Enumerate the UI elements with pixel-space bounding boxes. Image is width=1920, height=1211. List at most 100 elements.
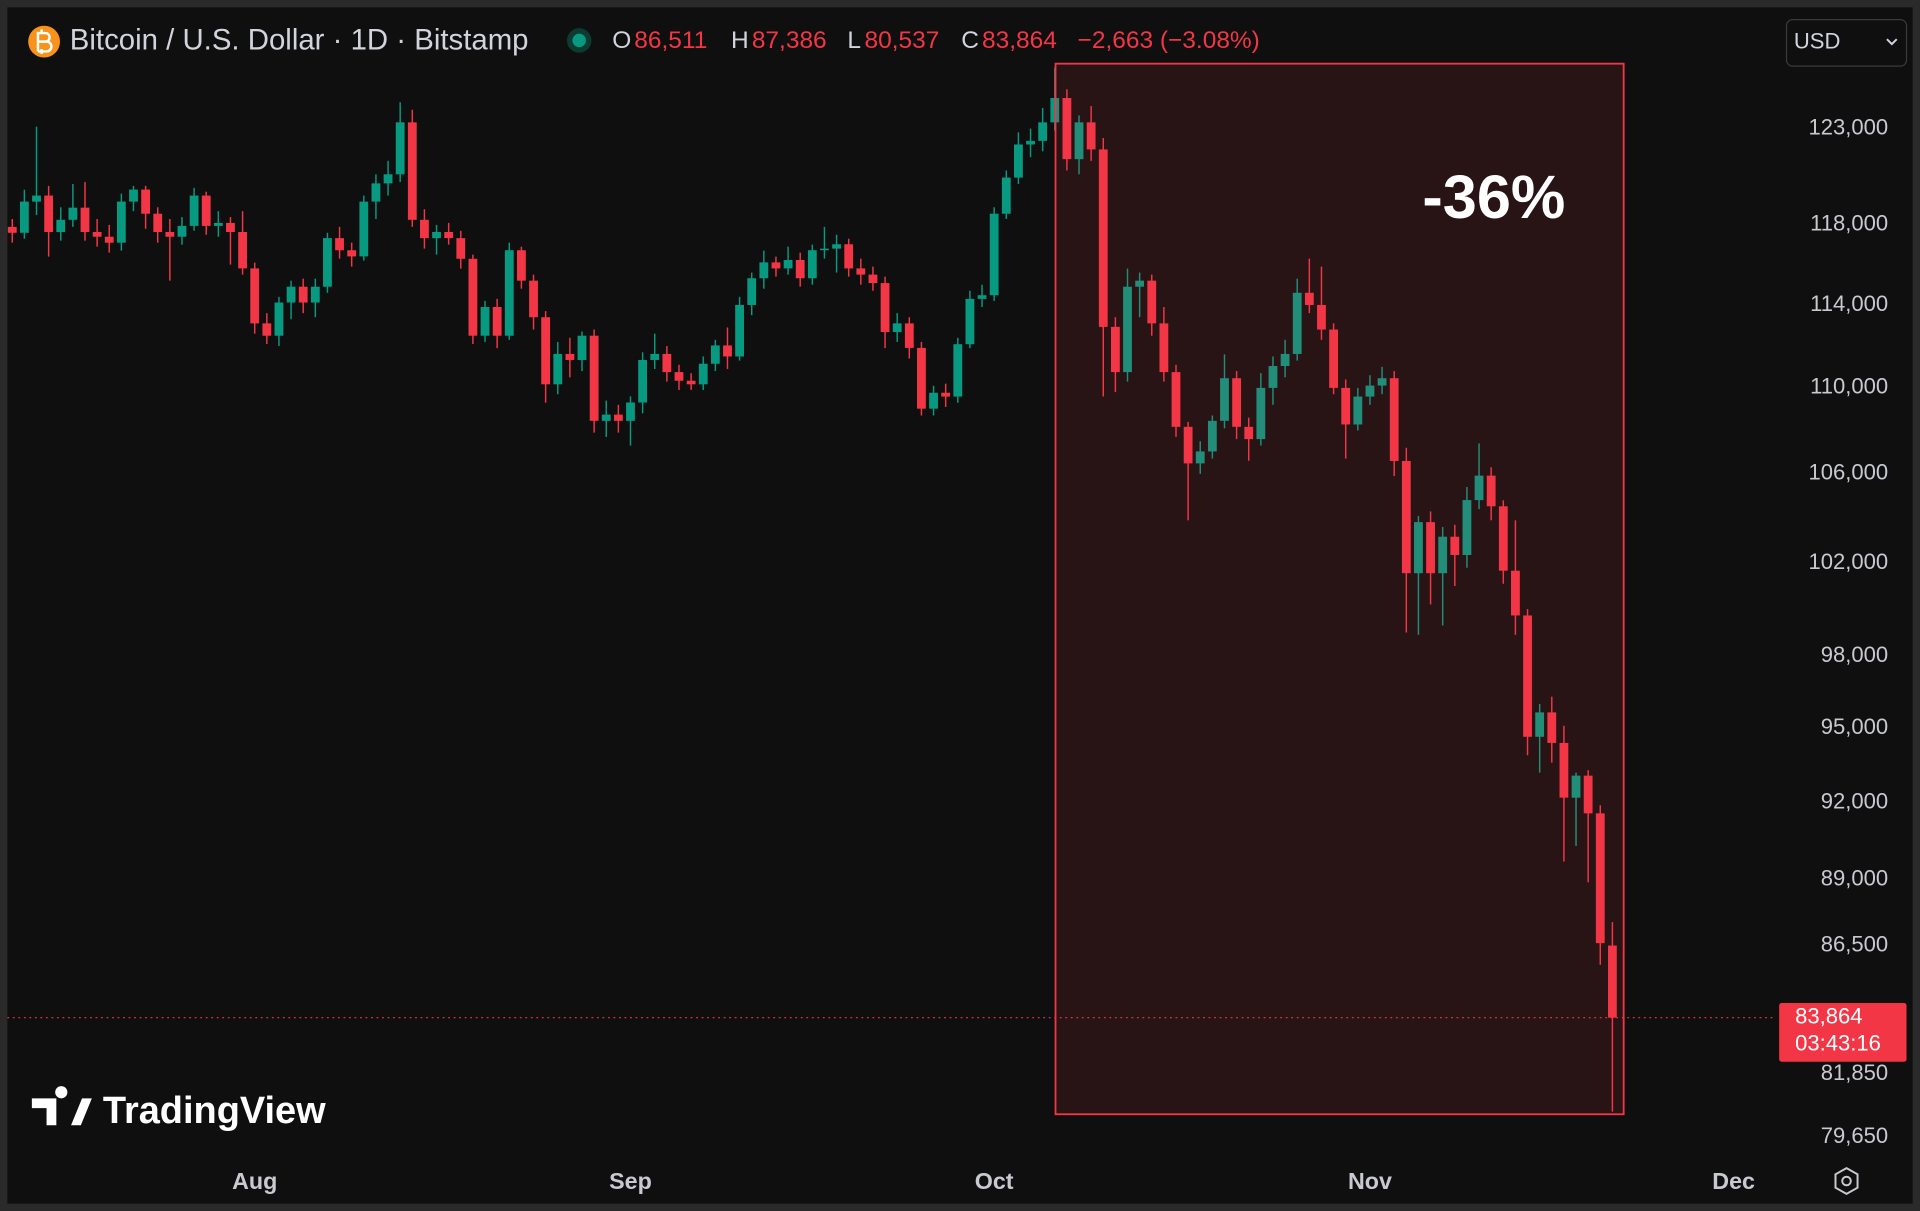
candle-body [1462, 500, 1472, 555]
ohlc-value: 86,511 [634, 27, 707, 54]
currency-chevron[interactable] [1886, 38, 1898, 46]
candle-body [1026, 140, 1035, 145]
candle-body [1571, 775, 1581, 798]
candle-body [650, 353, 660, 360]
candle-body [941, 392, 951, 397]
candle-body [674, 372, 684, 381]
candle-body [432, 231, 441, 239]
candle-body [1535, 712, 1545, 737]
candle-body [323, 238, 332, 287]
candle-body [989, 213, 999, 296]
candle-body [977, 295, 987, 299]
candle-body [213, 222, 223, 226]
candle-body [965, 298, 975, 345]
candle-body [1171, 372, 1181, 427]
candle-body [1414, 522, 1423, 574]
watermark-logo [31, 1086, 92, 1126]
candle-body [1523, 615, 1532, 737]
y-tick-label: 106,000 [1809, 460, 1889, 485]
candle-body [662, 353, 672, 373]
candle-body [892, 323, 902, 333]
currency-label[interactable]: USD [1794, 29, 1841, 54]
settings-icon[interactable] [1834, 1167, 1859, 1195]
candle-body [638, 359, 648, 403]
y-tick-label: 118,000 [1810, 211, 1888, 236]
y-tick-label: 95,000 [1821, 714, 1888, 739]
ohlc-key: L [847, 27, 861, 54]
candle-body [807, 250, 817, 279]
ohlc-key: H [731, 27, 749, 54]
highlight-box [1054, 62, 1625, 1116]
candle-body [298, 286, 308, 303]
x-tick-label: Oct [975, 1168, 1014, 1194]
candle-body [420, 219, 429, 239]
y-tick-label: 89,000 [1821, 866, 1888, 891]
candle-body [80, 207, 90, 232]
candle-body [250, 268, 260, 324]
candle-body [1207, 420, 1217, 452]
x-tick-label: Dec [1712, 1168, 1755, 1194]
ohlc-value: 87,386 [752, 27, 827, 54]
candle-body [626, 402, 635, 421]
candle-body [844, 244, 854, 269]
candle-body [262, 323, 272, 336]
watermark: TradingView [103, 1090, 326, 1132]
x-tick-label: Aug [232, 1168, 277, 1194]
candle-body [92, 231, 102, 237]
candle-body [56, 219, 66, 232]
candle-body [553, 353, 563, 385]
candle-body [820, 248, 829, 251]
candle-body [395, 122, 405, 175]
candle-body [44, 195, 54, 232]
change-label: −2,663 (−3.08%) [1078, 27, 1260, 54]
candle-body [1401, 460, 1411, 574]
candle-body [1220, 378, 1229, 421]
price-tag [1779, 1002, 1907, 1062]
candle-body [613, 414, 623, 421]
candle-body [456, 238, 466, 259]
coin-glyph [36, 29, 53, 54]
status-dot [572, 33, 586, 48]
candle-body [201, 195, 211, 226]
candle-body [1329, 329, 1338, 388]
candle-body [1353, 396, 1363, 425]
candle-body [177, 225, 187, 237]
candle-body [310, 286, 320, 303]
candle-body [238, 231, 247, 269]
candle-body [1244, 426, 1254, 440]
candle-body [735, 304, 745, 357]
candle-body [1511, 570, 1520, 616]
candle-body [904, 323, 914, 348]
candle-body [286, 286, 296, 303]
settings-center[interactable] [1841, 1175, 1852, 1187]
candle-body [917, 347, 926, 409]
candle-body [516, 250, 526, 281]
currency-button[interactable] [1785, 18, 1908, 67]
candle-body [1583, 775, 1593, 814]
y-tick-label: 114,000 [1810, 291, 1888, 316]
settings-hex[interactable] [1834, 1167, 1859, 1195]
x-tick-label: Sep [609, 1168, 652, 1194]
candle-body [116, 201, 126, 243]
candle-body [274, 302, 284, 336]
candle-body [589, 335, 599, 421]
ohlc-header: O 86,511 H 87,386 L 80,537 C 83,864 [612, 27, 1057, 54]
candle-body [868, 274, 878, 284]
candle-body [1486, 475, 1496, 507]
candle-body [1595, 813, 1605, 944]
x-tick-label: Nov [1348, 1168, 1392, 1194]
candle-body [1013, 144, 1023, 178]
ohlc-key: C [961, 27, 979, 54]
candle-body [1123, 286, 1132, 373]
candle-body [1074, 122, 1084, 160]
ohlc-key: O [612, 27, 631, 54]
candle-body [698, 363, 708, 385]
candle-body [577, 335, 587, 360]
y-tick-label: 81,850 [1821, 1060, 1888, 1085]
candle-body [1086, 122, 1096, 150]
candle-body [1559, 742, 1569, 798]
candle-body [1062, 97, 1072, 160]
ohlc-value: 83,864 [982, 27, 1057, 54]
